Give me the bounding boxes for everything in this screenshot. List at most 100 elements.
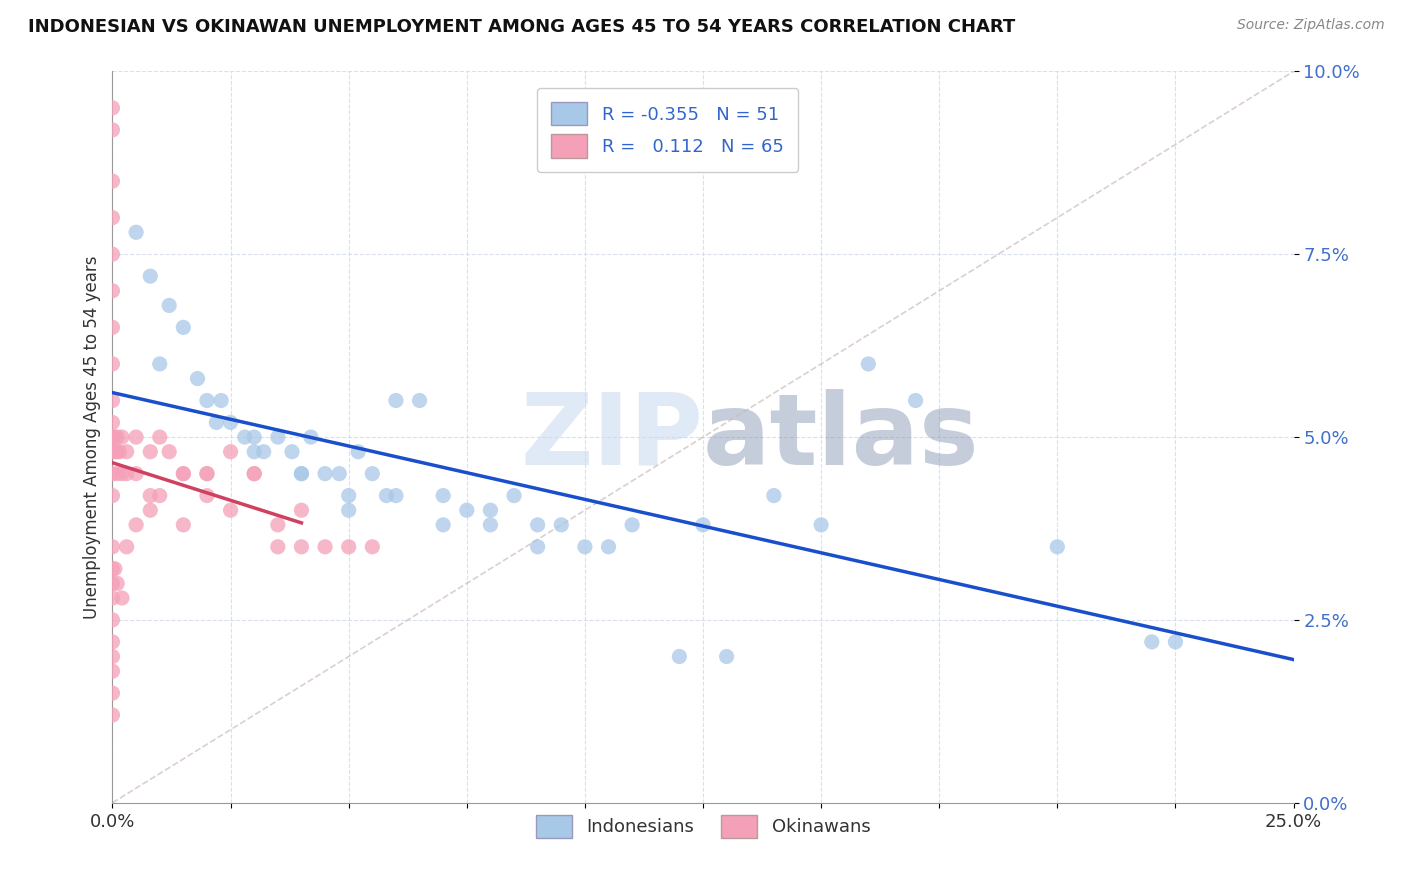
Point [172,467,194,481]
Point [314,540,336,554]
Point [621,517,644,532]
Point [101,211,124,225]
Point [125,467,148,481]
Point [105,467,128,481]
Point [101,664,124,678]
Point [139,503,162,517]
Point [172,517,194,532]
Point [101,613,124,627]
Point [205,416,228,430]
Point [111,467,134,481]
Point [104,562,127,576]
Point [762,489,785,503]
Point [1140,635,1163,649]
Point [101,393,124,408]
Point [716,649,738,664]
Point [186,371,208,385]
Point [479,503,502,517]
Point [858,357,880,371]
Point [101,320,124,334]
Point [104,430,127,444]
Point [347,444,370,458]
Point [139,444,162,458]
Point [125,225,148,239]
Point [550,517,572,532]
Point [157,298,180,312]
Point [101,540,124,554]
Point [101,416,124,430]
Point [219,503,242,517]
Point [105,444,128,458]
Point [101,357,124,371]
Point [267,540,290,554]
Point [361,467,384,481]
Point [337,489,360,503]
Legend: Indonesians, Okinawans: Indonesians, Okinawans [529,807,877,845]
Point [1046,540,1069,554]
Point [375,489,398,503]
Point [574,540,596,554]
Point [267,517,290,532]
Point [526,517,548,532]
Text: ZIP: ZIP [520,389,703,485]
Point [115,467,138,481]
Point [408,393,430,408]
Point [243,430,266,444]
Point [219,416,242,430]
Point [101,430,124,444]
Text: Source: ZipAtlas.com: Source: ZipAtlas.com [1237,18,1385,32]
Point [290,467,312,481]
Point [243,467,266,481]
Point [314,467,336,481]
Point [904,393,927,408]
Point [125,430,148,444]
Point [101,562,124,576]
Point [101,430,124,444]
Point [299,430,322,444]
Point [195,393,218,408]
Point [111,430,134,444]
Point [432,517,454,532]
Point [195,467,218,481]
Point [101,444,124,458]
Point [432,489,454,503]
Point [385,489,408,503]
Point [101,686,124,700]
Point [290,467,312,481]
Point [101,576,124,591]
Point [139,269,162,284]
Point [337,503,360,517]
Point [195,489,218,503]
Point [105,430,128,444]
Point [101,101,124,115]
Point [101,591,124,605]
Point [101,123,124,137]
Point [503,489,526,503]
Text: INDONESIAN VS OKINAWAN UNEMPLOYMENT AMONG AGES 45 TO 54 YEARS CORRELATION CHART: INDONESIAN VS OKINAWAN UNEMPLOYMENT AMON… [28,18,1015,36]
Point [209,393,232,408]
Text: atlas: atlas [703,389,980,485]
Point [281,444,304,458]
Point [668,649,690,664]
Point [149,357,172,371]
Point [149,430,172,444]
Point [101,635,124,649]
Point [111,591,134,605]
Point [243,467,266,481]
Point [139,489,162,503]
Point [1164,635,1187,649]
Point [105,576,128,591]
Point [101,489,124,503]
Point [195,467,218,481]
Point [101,467,124,481]
Point [361,540,384,554]
Point [125,517,148,532]
Point [219,444,242,458]
Point [115,444,138,458]
Point [479,517,502,532]
Point [337,540,360,554]
Point [385,393,408,408]
Point [101,247,124,261]
Point [101,708,124,723]
Point [233,430,256,444]
